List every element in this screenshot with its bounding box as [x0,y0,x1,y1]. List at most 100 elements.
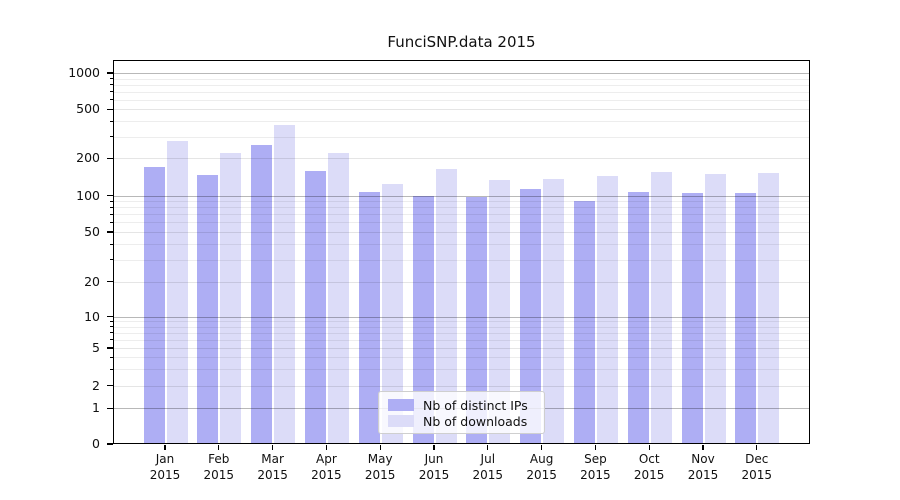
bar-sep-distinct-ips [573,201,595,444]
legend-row-distinct-ips: Nb of distinct IPs [388,397,535,413]
bar-nov-distinct-ips [681,192,703,444]
y-tick-100 [106,195,113,197]
legend-swatch-distinct-ips-icon [388,399,414,411]
x-tick-label-jun: Jun 2015 [418,452,450,482]
x-tick-label-apr: Apr 2015 [311,452,342,482]
bar-may-downloads [381,183,403,444]
bar-mar-distinct-ips [251,145,273,444]
gridline-major-y2 [113,385,810,387]
gridline-minor-y8 [113,326,810,328]
y-minor-tick-80 [109,206,113,208]
bar-oct-distinct-ips [627,192,649,444]
y-minor-tick-70 [109,213,113,215]
bar-jul-downloads [489,180,511,444]
x-tick-aug [540,445,543,451]
bar-dec-downloads [758,173,780,444]
gridline-minor-y90 [113,201,810,203]
gridline-minor-y4 [113,357,810,359]
legend-swatch-downloads-icon [388,415,414,427]
gridline-minor-y30 [113,259,810,261]
y-minor-tick-6 [109,339,113,341]
chart-title: FunciSNP.data 2015 [387,33,536,51]
y-tick-50 [106,231,113,233]
y-minor-tick-900 [109,78,113,80]
y-minor-tick-90 [109,200,113,202]
y-tick-0 [106,443,113,445]
x-tick-may [379,445,381,451]
y-tick-label-1000: 1000 [68,65,100,80]
gridline-minor-y300 [113,136,810,138]
y-minor-tick-9 [109,320,113,322]
x-tick-jun [433,445,435,451]
gridline-minor-y7 [113,332,810,334]
plot-area [113,60,810,444]
grid-layer [113,60,810,444]
y-tick-label-1: 1 [92,400,100,416]
bar-jun-downloads [435,169,457,444]
y-tick-label-2: 2 [92,377,100,393]
y-tick-label-10: 10 [84,308,100,324]
gridline-minor-y800 [113,84,810,86]
bar-aug-distinct-ips [520,189,542,444]
legend-label-downloads: Nb of downloads [423,413,528,429]
y-tick-label-5: 5 [92,340,100,355]
x-tick-apr [325,445,328,451]
gridline-minor-y400 [113,121,810,123]
x-tick-label-dec: Dec 2015 [741,452,773,482]
bar-feb-distinct-ips [197,174,219,444]
x-tick-label-sep: Sep 2015 [580,452,611,482]
y-tick-label-100: 100 [76,187,100,203]
y-tick-label-200: 200 [76,150,100,166]
y-minor-tick-30 [109,259,113,261]
gridline-major-y500 [113,109,810,111]
bar-jan-downloads [166,141,188,444]
x-tick-label-may: May 2015 [364,452,396,482]
x-tick-oct [648,445,650,451]
y-minor-tick-8 [109,326,113,328]
x-tick-label-mar: Mar 2015 [257,452,288,482]
bar-apr-distinct-ips [304,171,326,444]
y-minor-tick-7 [109,332,113,334]
bar-mar-downloads [274,124,296,444]
legend: Nb of distinct IPs Nb of downloads [378,391,545,434]
gridline-minor-y3 [113,369,810,371]
bar-feb-downloads [220,152,242,444]
y-tick-label-500: 500 [76,101,100,117]
y-tick-label-50: 50 [84,224,100,239]
gridline-major-y50 [113,232,810,233]
x-tick-feb [218,445,220,451]
x-tick-sep [594,445,597,451]
y-minor-tick-300 [109,136,113,138]
bars-layer [113,60,810,444]
bar-oct-downloads [650,172,672,444]
gridline-minor-y900 [113,78,810,80]
gridline-minor-y40 [113,244,810,246]
y-tick-2 [106,385,113,387]
gridline-minor-y700 [113,91,810,93]
y-tick-label-20: 20 [84,273,100,289]
y-tick-5 [106,347,113,349]
bar-apr-downloads [327,152,349,444]
y-minor-tick-400 [109,120,113,122]
bar-dec-distinct-ips [735,192,757,444]
bar-may-distinct-ips [358,191,380,444]
gridline-major-y20 [113,281,810,283]
x-tick-mar [271,445,274,451]
y-tick-500 [106,108,113,110]
y-tick-1000 [106,72,113,74]
gridline-minor-y80 [113,207,810,209]
gridline-major-y200 [113,158,810,160]
y-tick-1 [106,407,113,409]
bar-sep-downloads [596,176,618,444]
y-tick-200 [106,157,113,159]
gridline-major-y1000 [113,73,810,74]
y-minor-tick-60 [109,221,113,223]
x-tick-label-jan: Jan 2015 [149,452,181,482]
x-tick-label-feb: Feb 2015 [203,452,235,482]
x-tick-label-oct: Oct 2015 [633,452,665,482]
y-tick-label-0: 0 [92,436,100,451]
bar-aug-downloads [543,179,565,444]
y-tick-10 [106,316,113,318]
legend-row-downloads: Nb of downloads [388,413,535,429]
